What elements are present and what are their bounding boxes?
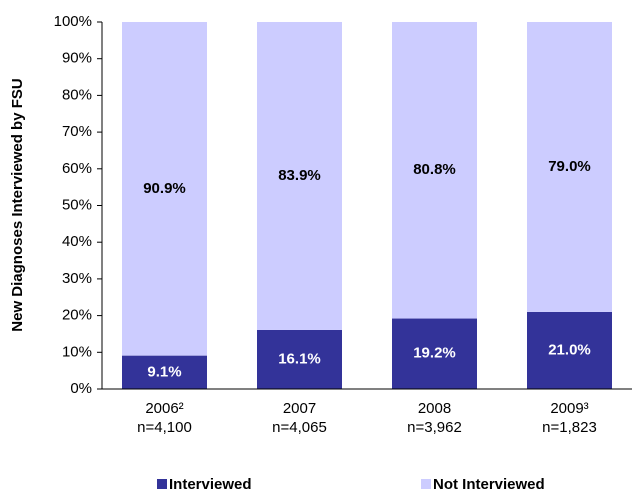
data-label: 79.0% (548, 158, 591, 175)
bar-segment (122, 355, 207, 389)
data-label: 80.8% (413, 161, 456, 178)
x-tick-sublabel: n=3,962 (407, 419, 462, 436)
y-tick-label: 0% (70, 380, 92, 397)
y-tick-label: 60% (62, 160, 92, 177)
x-tick-label: 2009³ (550, 400, 588, 417)
data-label: 90.9% (143, 180, 186, 197)
legend-swatch (157, 479, 167, 489)
y-tick-label: 20% (62, 307, 92, 324)
bar-segment (392, 318, 477, 389)
x-tick-sublabel: n=4,065 (272, 419, 327, 436)
legend-swatch (421, 479, 431, 489)
y-tick-label: 50% (62, 196, 92, 213)
y-tick-label: 100% (54, 13, 92, 30)
y-tick-label: 90% (62, 50, 92, 67)
legend-label: Not Interviewed (433, 476, 545, 492)
data-label: 21.0% (548, 341, 591, 358)
x-tick-label: 2007 (283, 400, 316, 417)
bar-segment (392, 22, 477, 319)
y-tick-label: 70% (62, 123, 92, 140)
y-tick-label: 10% (62, 343, 92, 360)
data-label: 19.2% (413, 345, 456, 362)
bar-segment (122, 22, 207, 356)
y-tick-label: 40% (62, 233, 92, 250)
data-label: 16.1% (278, 350, 321, 367)
bar-segment (527, 22, 612, 312)
bar-segment (527, 311, 612, 389)
bar-segment (257, 329, 342, 389)
y-axis-label: New Diagnoses Interviewed by FSU (9, 78, 26, 331)
data-label: 9.1% (147, 363, 181, 380)
x-tick-sublabel: n=4,100 (137, 419, 192, 436)
y-tick-label: 80% (62, 86, 92, 103)
x-tick-label: 2008 (418, 400, 451, 417)
bar-segment (257, 22, 342, 330)
x-tick-label: 2006² (145, 400, 183, 417)
x-tick-sublabel: n=1,823 (542, 419, 597, 436)
legend-label: Interviewed (169, 476, 252, 492)
y-tick-label: 30% (62, 270, 92, 287)
data-label: 83.9% (278, 167, 321, 184)
